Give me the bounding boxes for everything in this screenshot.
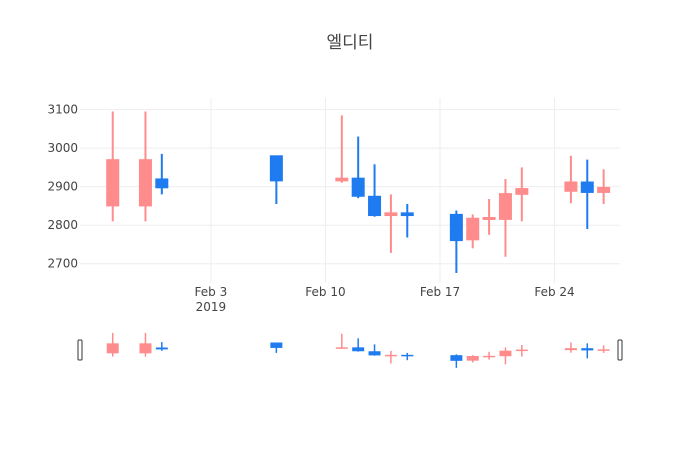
candle-increasing[interactable] <box>597 169 611 204</box>
x-tick-label: Feb 24 <box>534 285 574 299</box>
slider-candle <box>450 354 463 368</box>
slider-candle <box>139 332 152 357</box>
slider-candle <box>270 342 283 353</box>
candle-body <box>564 181 578 192</box>
candle-decreasing[interactable] <box>368 164 382 217</box>
y-axis-ticks: 2700 2800 2900 3000 3100 <box>47 103 78 271</box>
grid-lines <box>80 98 620 283</box>
candle-body <box>466 217 480 241</box>
slider-candle <box>499 347 512 365</box>
y-tick-label: 3000 <box>47 141 78 155</box>
candle-increasing[interactable] <box>335 115 349 183</box>
slider-candle <box>401 352 414 361</box>
candle-decreasing[interactable] <box>269 155 283 204</box>
slider-candle <box>581 343 594 359</box>
slider-candle <box>483 351 496 360</box>
candle-body <box>384 212 398 217</box>
candle-decreasing[interactable] <box>449 210 463 273</box>
slider-candle <box>564 342 577 353</box>
chart-title: 엘디티 <box>327 33 374 53</box>
y-tick-label: 2700 <box>47 257 78 271</box>
candle-increasing[interactable] <box>498 178 512 257</box>
slider-candle <box>384 350 397 364</box>
candle-body <box>368 195 382 217</box>
slider-candle <box>368 344 381 356</box>
slider-candle <box>466 355 479 363</box>
candle-body <box>155 178 169 189</box>
range-slider-left-handle[interactable] <box>77 339 83 361</box>
candle-body <box>449 213 463 242</box>
candle-increasing[interactable] <box>384 194 398 253</box>
candle-body <box>106 159 120 207</box>
candle-decreasing[interactable] <box>580 159 594 230</box>
x-tick-label: Feb 17 <box>420 285 460 299</box>
y-tick-label: 2900 <box>47 180 78 194</box>
candle-body <box>138 159 152 207</box>
candle-increasing[interactable] <box>106 111 120 222</box>
slider-candle <box>155 342 168 351</box>
candle-increasing[interactable] <box>564 155 578 204</box>
candle-body <box>335 177 349 182</box>
candle-increasing[interactable] <box>138 111 152 222</box>
slider-candle <box>515 345 528 357</box>
candle-body <box>400 212 414 217</box>
x-tick-year-label: 2019 <box>196 300 227 314</box>
range-slider[interactable] <box>77 330 623 370</box>
candle-increasing[interactable] <box>482 198 496 235</box>
candle-increasing[interactable] <box>466 214 480 249</box>
x-tick-label: Feb 3 <box>195 285 228 299</box>
candle-decreasing[interactable] <box>351 136 365 199</box>
y-tick-label: 2800 <box>47 218 78 232</box>
candle-decreasing[interactable] <box>155 153 169 195</box>
y-tick-label: 3100 <box>47 103 78 117</box>
candle-body <box>580 181 594 193</box>
range-slider-track[interactable] <box>80 330 620 370</box>
slider-candle <box>597 345 610 353</box>
candle-body <box>515 188 529 195</box>
candle-increasing[interactable] <box>515 167 529 222</box>
range-slider-right-handle[interactable] <box>617 339 623 361</box>
slider-candle <box>106 332 119 357</box>
candle-body <box>351 177 365 197</box>
slider-candle <box>352 338 365 352</box>
x-tick-label: Feb 10 <box>305 285 345 299</box>
candle-body <box>597 186 611 193</box>
candle-decreasing[interactable] <box>400 203 414 238</box>
candle-body <box>269 155 283 182</box>
candles <box>106 111 611 273</box>
candle-body <box>482 216 496 220</box>
candle-body <box>498 193 512 220</box>
slider-candle <box>335 333 348 349</box>
